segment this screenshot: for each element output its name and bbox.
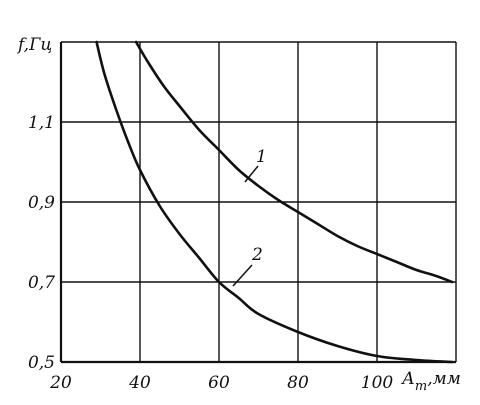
y-tick-label-0_9: 0,9 (28, 193, 55, 213)
curve-2-leader (232, 264, 253, 287)
series-group (95, 40, 454, 364)
grid (61, 42, 456, 362)
y-tick-label-0_7: 0,7 (28, 273, 55, 293)
x-axis-label-subscript: т (415, 379, 427, 394)
curve-1-label: 1 (256, 147, 267, 167)
x-axis-label-main: А (401, 369, 415, 389)
x-tick-label-60: 60 (208, 373, 230, 393)
y-axis-label: f,Гц (16, 35, 52, 55)
series-line-1 (134, 40, 454, 284)
y-tick-label-1_1: 1,1 (28, 113, 55, 133)
x-tick-label-100: 100 (361, 373, 394, 393)
x-tick-label-40: 40 (128, 373, 151, 393)
x-tick-label-80: 80 (287, 373, 309, 393)
series-line-2 (95, 40, 454, 364)
x-axis-label-unit: ,мм (427, 369, 461, 389)
curve-1-leader (244, 165, 259, 183)
y-tick-label-0_5: 0,5 (28, 353, 55, 373)
x-axis-label: Ат,мм (401, 369, 461, 394)
tick-labels: 20 40 60 80 100 0,5 0,7 0,9 1,1 (28, 113, 393, 393)
x-tick-label-20: 20 (49, 373, 72, 393)
curve-2-label: 2 (251, 245, 263, 265)
axes (59, 41, 457, 364)
